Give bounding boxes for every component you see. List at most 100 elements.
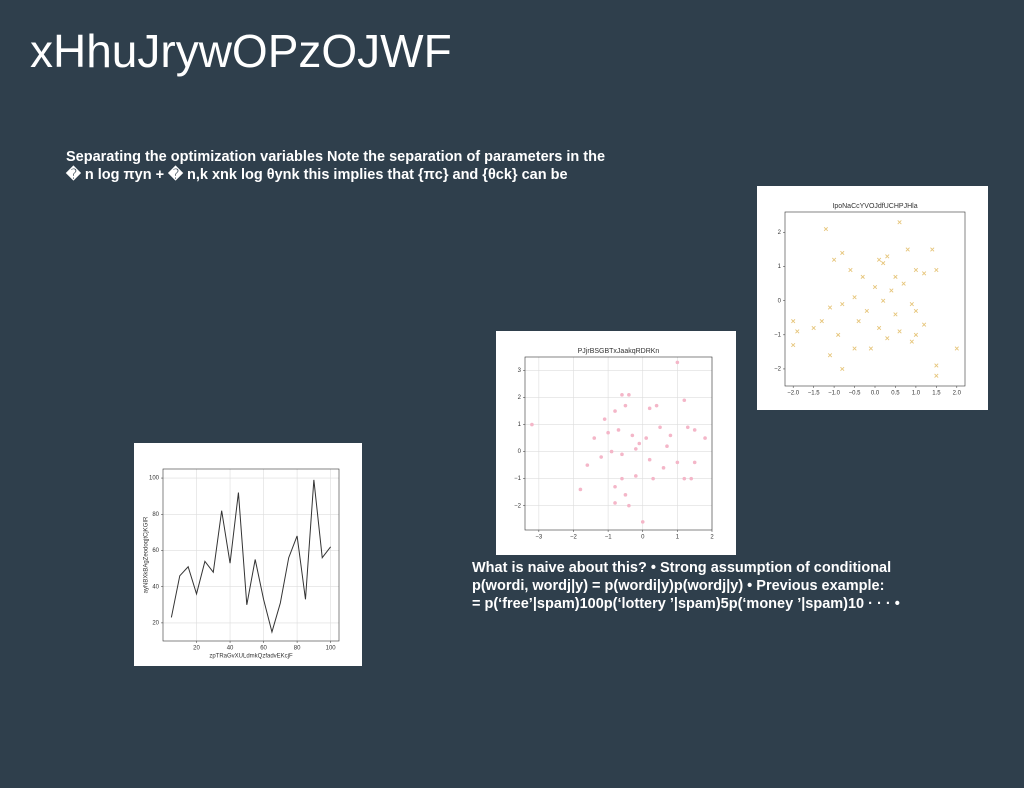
x-tick-label: −0.5	[849, 391, 862, 397]
point	[876, 325, 882, 331]
y-tick-label: 20	[152, 620, 159, 626]
y-tick-label: −2	[774, 367, 782, 373]
point	[658, 425, 662, 430]
x-tick-label: −1	[605, 535, 613, 541]
point	[897, 329, 902, 334]
plot-frame	[162, 468, 340, 642]
x-tick-label: −2.0	[787, 391, 800, 397]
point	[613, 409, 617, 413]
point	[921, 271, 927, 276]
point	[634, 447, 638, 451]
x-tick-label: 0.5	[891, 391, 900, 397]
point	[668, 433, 673, 438]
point	[893, 274, 898, 279]
point	[889, 288, 894, 293]
point	[795, 329, 800, 334]
point	[703, 436, 707, 440]
point	[578, 487, 583, 492]
chart: 20 40 60 80 100 20 40 60 80 100 zpTRaGvXULdmkQzfad…	[134, 443, 362, 666]
x-axis-label: zpTRaGvXULdmkQzfadvEKcjF	[209, 654, 293, 660]
y-tick-label: 2	[518, 395, 522, 401]
point	[819, 319, 824, 324]
y-tick-label: 100	[149, 476, 160, 482]
point	[913, 308, 919, 314]
x-tick-label: 1	[676, 535, 680, 541]
text-line: � n log πyn + � n,k xnk log θynk this im…	[66, 167, 568, 183]
point	[634, 474, 638, 478]
point	[791, 319, 796, 324]
point	[651, 476, 655, 481]
point	[885, 336, 890, 341]
point	[909, 301, 914, 307]
point	[893, 312, 898, 317]
x-tick-label: 40	[227, 646, 234, 652]
y-tick-label: −2	[514, 503, 522, 509]
point	[856, 319, 861, 324]
point	[623, 493, 628, 497]
x-tick-label: −1.5	[808, 391, 821, 397]
y-tick-label: 3	[518, 368, 522, 374]
y-tick-label: 2	[778, 230, 782, 236]
text-line: Separating the optimization variables No…	[66, 149, 606, 165]
point	[692, 428, 697, 432]
point	[675, 360, 680, 365]
x-tick-label: 20	[193, 646, 200, 652]
chart-title: IpoNaCcYVOJdfUCHPJHla	[832, 203, 917, 210]
point	[831, 257, 837, 262]
point	[640, 520, 645, 524]
chart-background	[134, 443, 362, 666]
point	[930, 247, 935, 252]
chart-background	[496, 331, 736, 555]
point	[689, 476, 694, 481]
point	[823, 226, 829, 232]
point	[530, 422, 534, 427]
point	[599, 455, 603, 459]
point	[685, 425, 690, 430]
point	[840, 250, 845, 256]
x-tick-label: 2.0	[953, 391, 962, 397]
point	[872, 284, 878, 290]
point	[954, 346, 959, 351]
point	[613, 501, 617, 505]
point	[901, 281, 906, 286]
y-tick-label: 0	[518, 449, 522, 455]
y-axis-label: ayNBXkBAgZeodoqjtCjKGIR	[144, 516, 150, 593]
point	[791, 342, 796, 348]
point	[852, 295, 857, 300]
point	[654, 403, 659, 408]
y-tick-label: 1	[778, 264, 782, 270]
point	[909, 339, 914, 344]
point	[647, 406, 652, 411]
point	[630, 433, 635, 438]
point	[692, 460, 697, 465]
plot-frame	[784, 211, 966, 387]
x-tick-label: 60	[260, 646, 267, 652]
y-tick-label: 1	[518, 422, 522, 428]
y-tick-label: 60	[152, 548, 159, 554]
point	[848, 267, 853, 273]
y-tick-label: 40	[152, 584, 159, 590]
y-tick-label: 0	[778, 298, 782, 304]
point	[665, 444, 669, 449]
point	[682, 398, 687, 403]
point	[897, 220, 902, 225]
point	[934, 363, 939, 368]
point	[620, 476, 624, 481]
text-line: = p(‘free’|spam)100p(‘lottery ’|spam)5p(…	[472, 596, 900, 612]
point	[934, 373, 939, 378]
point	[609, 449, 614, 454]
point	[606, 430, 610, 435]
x-tick-label: 2	[710, 535, 714, 541]
point	[827, 353, 833, 358]
text-line: p(wordi, wordj|y) = p(wordi|y)p(wordj|y)…	[472, 578, 885, 594]
point	[675, 460, 680, 465]
point	[868, 346, 874, 351]
point	[860, 274, 865, 279]
point	[637, 441, 642, 446]
text-line: What is naive about this? • Strong assum…	[472, 560, 892, 576]
paragraph: Separating the optimization variables No…	[66, 148, 605, 184]
y-tick-label: −1	[774, 332, 782, 338]
y-tick-label: 80	[152, 512, 159, 518]
point	[602, 417, 607, 421]
